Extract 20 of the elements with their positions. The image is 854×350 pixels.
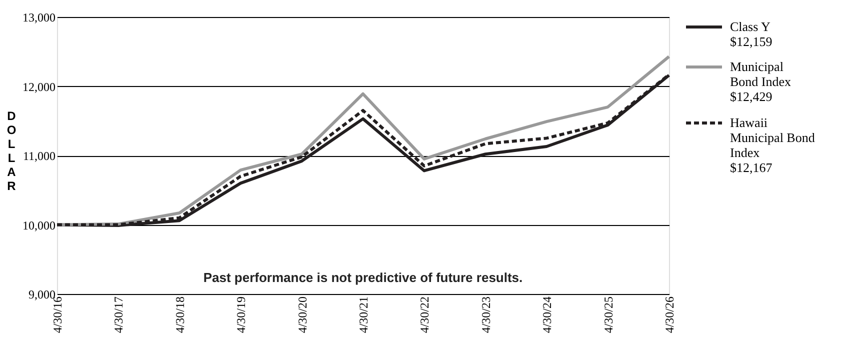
legend-label: Municipal Bond Index $12,429: [730, 59, 792, 104]
x-tick-label: 4/30/23: [478, 296, 493, 334]
x-tick-label: 4/30/21: [356, 296, 370, 334]
x-tick-label: 4/30/19: [234, 296, 248, 334]
y-tick-label: 11,000: [22, 149, 56, 163]
x-tick-label: 4/30/18: [172, 296, 187, 334]
y-tick-label: 12,000: [22, 80, 56, 94]
x-tick-label: 4/30/17: [112, 296, 126, 334]
legend-label: Hawaii Municipal Bond Index $12,167: [730, 115, 816, 175]
x-tick-label: 4/30/22: [418, 296, 432, 334]
annotation: Past performance is not predictive of future results.: [203, 270, 523, 285]
y-tick-label: 10,000: [22, 218, 56, 232]
x-tick-label: 4/30/26: [662, 296, 676, 334]
y-tick-label: 13,000: [22, 10, 56, 24]
y-axis-title: DOLLAR: [6, 109, 16, 193]
x-tick-label: 4/30/24: [540, 296, 554, 334]
legend-label: Class Y $12,159: [730, 19, 772, 49]
x-tick-label: 4/30/20: [295, 296, 310, 334]
x-tick-label: 4/30/25: [601, 296, 616, 334]
y-tick-label: 9,000: [28, 288, 56, 302]
